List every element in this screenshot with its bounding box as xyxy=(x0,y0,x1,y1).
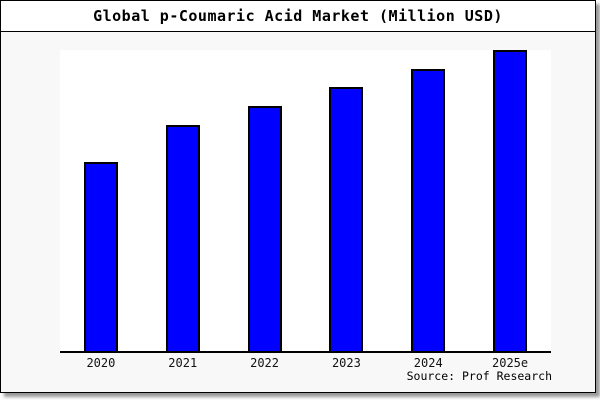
bar-2024 xyxy=(411,69,446,351)
x-tick-label-2024: 2024 xyxy=(413,356,443,370)
bar-2025e xyxy=(493,50,528,351)
plot-area xyxy=(60,50,551,353)
x-tick-label-2022: 2022 xyxy=(250,356,280,370)
bar-2020 xyxy=(83,162,118,351)
x-axis-labels: 2020 2021 2022 2023 2024 2025e xyxy=(60,356,551,372)
x-tick-label-2021: 2021 xyxy=(168,356,198,370)
x-tick-label-2025e: 2025e xyxy=(492,356,529,370)
bar-2022 xyxy=(247,106,282,351)
chart-title: Global p-Coumaric Acid Market (Million U… xyxy=(0,0,596,32)
source-note: Source: Prof Research xyxy=(406,369,552,383)
x-tick-label-2020: 2020 xyxy=(86,356,116,370)
bar-2021 xyxy=(165,125,200,351)
x-tick-label-2023: 2023 xyxy=(331,356,361,370)
bar-2023 xyxy=(329,87,364,351)
